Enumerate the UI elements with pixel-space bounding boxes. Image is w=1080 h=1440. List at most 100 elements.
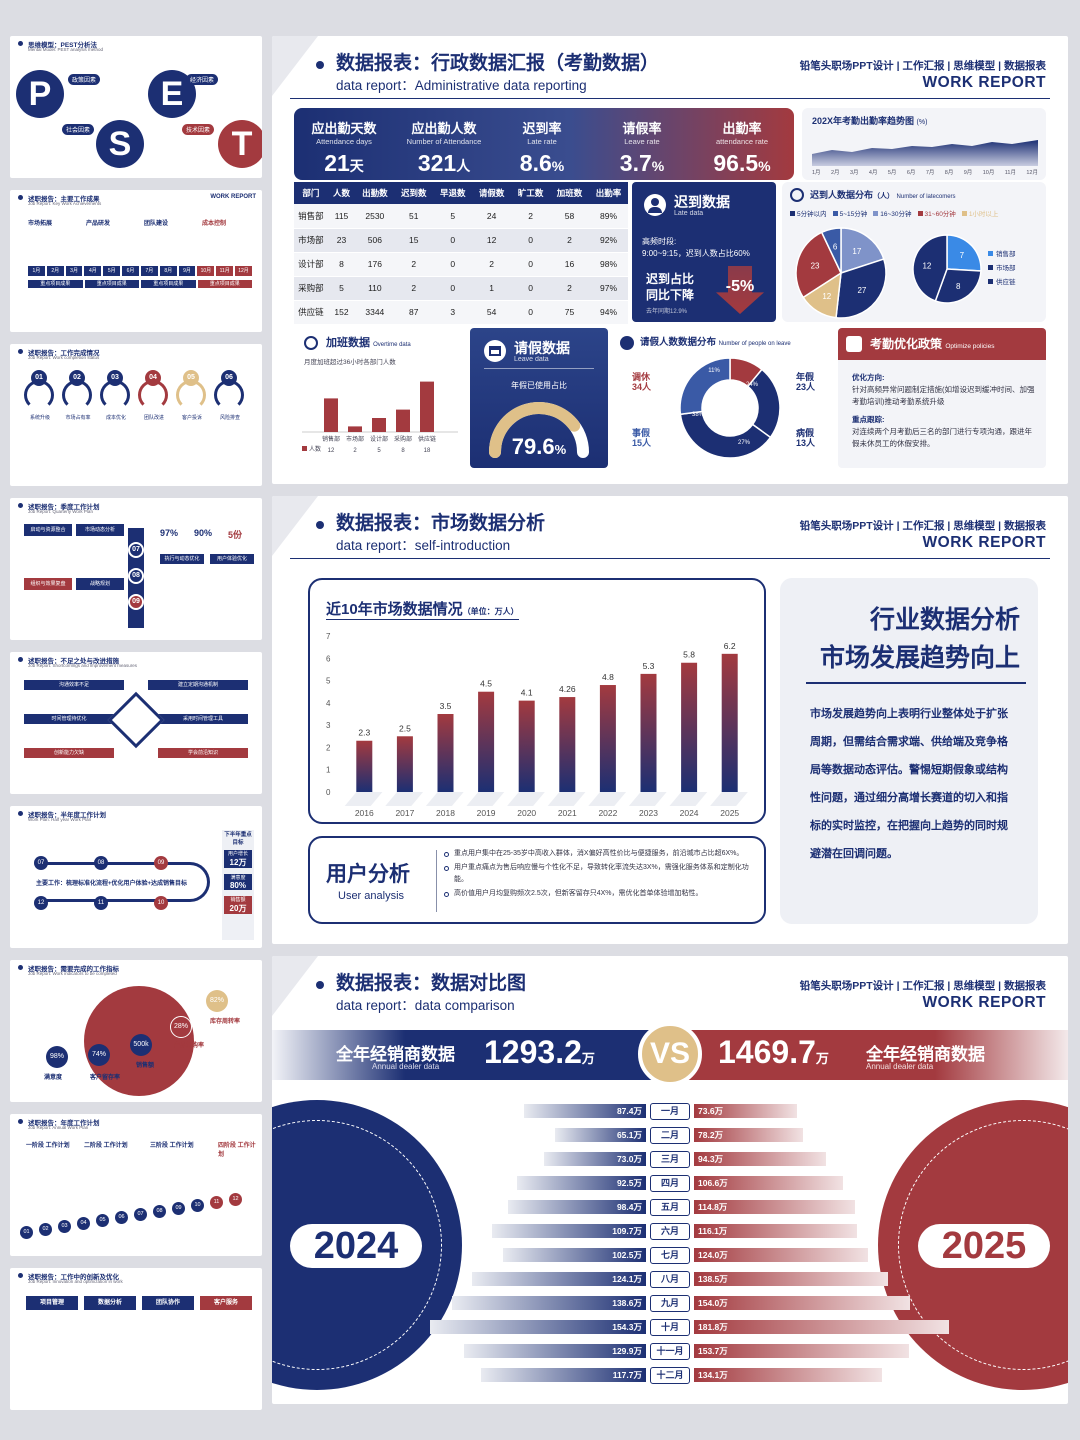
table-cell: 2 xyxy=(472,252,512,277)
dept-pie-chart: 7 8 12 xyxy=(912,234,982,304)
left-value-label: 73.0万 xyxy=(616,1154,642,1164)
month-tick: 11月 xyxy=(1004,170,1016,176)
label: 系统升级 xyxy=(29,415,50,421)
late-yoy-label2: 同比下降 xyxy=(646,288,695,302)
thumbnail-shortcomings[interactable]: 述职报告：不足之处与改进措施 Job Report: Shortcomings … xyxy=(10,652,262,794)
left-value-label: 109.7万 xyxy=(612,1226,642,1236)
table-header: 出勤率 xyxy=(589,182,628,204)
table-cell: 0 xyxy=(511,252,551,277)
label: 四阶段 工作计划 xyxy=(218,1143,256,1158)
right-value-label: 78.2万 xyxy=(698,1130,724,1140)
table-cell: 供应链 xyxy=(294,300,328,325)
table-cell: 94% xyxy=(589,300,628,325)
pie-slice xyxy=(795,231,842,299)
table-cell: 2 xyxy=(394,276,434,301)
table-cell: 75 xyxy=(550,300,589,325)
policy-t2: 对连续两个月考勤后三名的部门进行专项沟通，跟进年假未休员工的休假安排。 xyxy=(852,427,1032,448)
label: 沟通效率不足 xyxy=(24,680,124,690)
right-bar xyxy=(694,1248,868,1262)
label: 时间管理待优化 xyxy=(24,714,114,724)
step-num: 12 xyxy=(229,1193,242,1206)
label: 数据分析 xyxy=(84,1296,136,1310)
month-tick: 2月 xyxy=(830,170,840,176)
table-cell: 51 xyxy=(394,204,434,229)
brand-text: 铅笔头职场PPT设计 | 工作汇报 | 思维模型 | 数据报表 xyxy=(799,980,1046,992)
market-bar xyxy=(681,662,698,792)
thumb-subtitle: Job Report: Annual Work Plan xyxy=(28,1125,89,1130)
bullet-dot xyxy=(18,657,23,662)
label: 用户体验优化 xyxy=(210,554,254,564)
overtime-bar xyxy=(396,409,410,432)
right-label: 全年经销商数据 xyxy=(866,1045,985,1064)
completion-items: 01 系统升级 02 市场占有率 03 成本优化 04 团队改进 05 客户投诉 06 风险排查 xyxy=(24,366,254,476)
industry-analysis-card: 行业数据分析 市场发展趋势向上 市场发展趋势向上表明行业整体处于扩张周期，但需结… xyxy=(780,578,1038,924)
label: 组织与效果复盘 xyxy=(24,578,72,590)
thumb-brand: WORK REPORT xyxy=(210,194,256,200)
step-num: 10 xyxy=(154,896,168,910)
right-bar xyxy=(694,1176,844,1190)
thumbnail-pest[interactable]: 思维模型：PEST分析法 Mental Model: PEST analysis… xyxy=(10,36,262,178)
table-header: 出勤数 xyxy=(355,182,395,204)
table-cell: 0 xyxy=(511,300,551,325)
legend-label: 人数 xyxy=(309,445,321,453)
thumbnail-completion[interactable]: 述职报告：工作完成情况 Job Report: Work completion … xyxy=(10,344,262,486)
month-cell: 10月 xyxy=(197,266,215,276)
corner-decoration xyxy=(272,956,318,1016)
pct: 74% xyxy=(88,1044,110,1066)
right-bar xyxy=(694,1152,827,1166)
label: 采用时间管理工具 xyxy=(158,714,248,724)
table-header: 人数 xyxy=(327,182,356,204)
right-value-label: 153.7万 xyxy=(698,1346,728,1356)
work-report-label: WORK REPORT xyxy=(922,534,1046,551)
policy-panel: 考勤优化政策 Optimize policies 优化方向: 针对高频异常问题制… xyxy=(838,328,1046,468)
market-bar-chart: 0 1 2 3 4 5 6 7 2.3 2016 2.5 2017 3.5 2018 4.5 2019 4.1 2… xyxy=(326,632,748,818)
step-num: 08 xyxy=(153,1205,166,1218)
step-num: 03 xyxy=(107,370,123,386)
thumb-subtitle: Job Report: Quarterly Work Plan xyxy=(28,509,93,514)
right-value-label: 181.8万 xyxy=(698,1322,728,1332)
leave-gauge xyxy=(489,402,589,458)
donut-pct-label: 11% xyxy=(708,368,720,374)
legend-label: 5~15分钟 xyxy=(839,211,868,218)
label-policy: 政策因素 xyxy=(68,74,101,85)
kpi-attendance-days: 应出勤天数 Attendance days 21天 xyxy=(311,121,377,176)
table-cell: 8 xyxy=(327,252,356,277)
bullet-dot xyxy=(18,1273,23,1278)
right-banner: 1469.7万 全年经销商数据 Annual dealer data xyxy=(688,1030,1068,1080)
right-value-label: 73.6万 xyxy=(698,1106,724,1116)
slice-label: 27 xyxy=(857,286,866,295)
thumbnail-achievements[interactable]: 述职报告：主要工作成果 Job Report: Key Work Achieve… xyxy=(10,190,262,332)
thumbnail-annual-plan[interactable]: 述职报告：年度工作计划 Job Report: Annual Work Plan… xyxy=(10,1114,262,1256)
legend-swatch xyxy=(988,279,993,284)
late-dist-title: 迟到人数据分布（人） Number of latecomers xyxy=(810,190,956,200)
table-row: 供应链 152 3344 87 3 54 0 75 94% xyxy=(294,300,628,325)
left-value-label: 98.4万 xyxy=(616,1202,642,1212)
table-cell: 87 xyxy=(394,300,434,325)
user-item: 用户重点痛点为售后响应慢与个性化不足，导致转化率流失达3X%，需强化服务体系和定… xyxy=(444,862,760,887)
slice-label: 12 xyxy=(822,292,831,301)
thumbnail-innovation[interactable]: 述职报告：工作中的创新及优化 Job Report: Innovation an… xyxy=(10,1268,262,1410)
thumbnail-halfyear[interactable]: 述职报告：半年度工作计划 Work Plan: Half year Work P… xyxy=(10,806,262,948)
overtime-panel: 加班数据 Overtime data 月度加班超过36小时各部门人数 销售部 12… xyxy=(294,328,462,468)
thumb-subtitle: Job Report: Innovation and optimization … xyxy=(28,1279,123,1284)
left-value-label: 92.5万 xyxy=(616,1178,642,1188)
month-cell: 3月 xyxy=(65,266,83,276)
left-bar xyxy=(523,1104,646,1118)
legend-label: 1小时以上 xyxy=(968,211,999,218)
value-label: 5 xyxy=(377,448,381,454)
value-label: 8 xyxy=(401,448,405,454)
bar-value-label: 4.5 xyxy=(480,679,492,689)
label: 市场动态分析 xyxy=(76,524,124,536)
legend-swatch xyxy=(832,211,838,216)
y-tick-label: 3 xyxy=(326,721,331,730)
thumb-subtitle: Job Report: Key Work Achievements xyxy=(28,201,102,206)
legend-swatch xyxy=(961,211,967,216)
step-num: 09 xyxy=(172,1202,185,1215)
bar-value-label: 2.5 xyxy=(399,723,411,733)
x-tick-label: 2022 xyxy=(598,808,617,818)
month-tick: 1月 xyxy=(812,170,821,176)
thumbnail-indicators[interactable]: 述职报告：需要完成的工作指标 Job Report: Work indicato… xyxy=(10,960,262,1102)
thumbnail-quarterly[interactable]: 述职报告：季度工作计划 Job Report: Quarterly Work P… xyxy=(10,498,262,640)
legend-swatch xyxy=(988,251,993,256)
bar-value-label: 3.5 xyxy=(440,701,452,711)
